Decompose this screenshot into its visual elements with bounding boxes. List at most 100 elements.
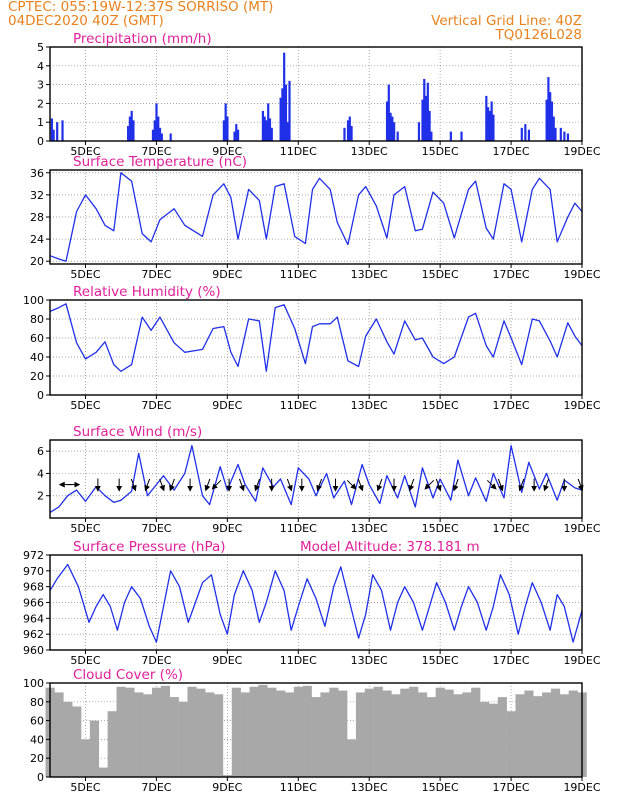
x-tick-label: 9DEC bbox=[212, 268, 242, 281]
rh-panel: 0 20 40 60 80 100 5DEC 7DEC 9DEC 11DEC 13DEC 15DEC 1… bbox=[23, 284, 601, 412]
cloud-bar bbox=[409, 686, 419, 777]
header-grid-note: Vertical Grid Line: 40Z bbox=[431, 13, 582, 29]
precip-bar bbox=[460, 131, 463, 141]
x-tick-label: 9DEC bbox=[212, 399, 242, 412]
y-tick-label: 24 bbox=[30, 233, 44, 246]
precip-bar bbox=[155, 103, 158, 141]
precip-bar bbox=[550, 101, 554, 141]
precip-bar bbox=[279, 97, 282, 141]
y-tick-label: 60 bbox=[30, 332, 44, 345]
precip-bar bbox=[485, 95, 488, 141]
cloud-bar bbox=[205, 692, 215, 777]
cloud-bar bbox=[222, 775, 233, 777]
precip-bar bbox=[226, 116, 229, 141]
y-tick-label: 1 bbox=[37, 116, 44, 129]
wind-arrow bbox=[159, 478, 165, 492]
x-tick-label: 13DEC bbox=[351, 268, 388, 281]
y-tick-label: 28 bbox=[30, 211, 44, 224]
pres-frame bbox=[49, 554, 583, 651]
x-tick-label: 15DEC bbox=[422, 654, 459, 667]
x-tick-label: 19DEC bbox=[563, 654, 600, 667]
precip-bar bbox=[56, 122, 59, 141]
precip-bar bbox=[424, 95, 428, 141]
cloud-bar bbox=[160, 685, 170, 777]
precip-bar bbox=[157, 116, 160, 141]
wind-arrow bbox=[238, 478, 245, 492]
cloud-bar bbox=[506, 711, 516, 777]
precip-bar bbox=[151, 129, 155, 141]
precip-bar bbox=[52, 129, 55, 141]
temp-panel: 20 24 28 32 36 5DEC 7DEC 9DEC 11DEC 13DEC 15DEC 17D… bbox=[30, 154, 601, 281]
precip-bar bbox=[158, 127, 162, 141]
x-tick-label: 7DEC bbox=[141, 654, 171, 667]
y-tick-label: 36 bbox=[30, 167, 44, 180]
cloud-bar bbox=[214, 694, 224, 777]
y-tick-label: 2 bbox=[37, 490, 44, 503]
wind-arrow bbox=[169, 478, 175, 492]
wind-arrow bbox=[286, 478, 293, 492]
cloud-bar bbox=[240, 692, 250, 777]
precip-bar bbox=[261, 110, 264, 141]
precip-bar bbox=[268, 118, 272, 141]
x-tick-label: 9DEC bbox=[212, 522, 242, 535]
cloud-bar bbox=[125, 687, 135, 777]
wind-line bbox=[49, 444, 583, 513]
precip-bar bbox=[169, 133, 172, 141]
wind-panel: 2 4 6 5DEC 7DEC 9DEC 11DEC 13DEC 15DEC 17DEC 19DEC… bbox=[37, 424, 601, 535]
y-tick-label: 20 bbox=[30, 370, 44, 383]
precip-bar bbox=[50, 118, 53, 141]
rh-frame bbox=[49, 299, 583, 396]
precip-bar bbox=[283, 52, 286, 141]
y-tick-label: 964 bbox=[23, 612, 44, 625]
precip-bar bbox=[153, 120, 156, 141]
y-tick-label: 968 bbox=[23, 581, 44, 594]
x-tick-label: 15DEC bbox=[422, 268, 459, 281]
x-tick-label: 13DEC bbox=[351, 399, 388, 412]
cloud-frame bbox=[49, 682, 583, 778]
x-tick-label: 15DEC bbox=[422, 145, 459, 158]
precip-bar bbox=[549, 92, 552, 141]
x-tick-label: 15DEC bbox=[422, 781, 459, 794]
precip-bar bbox=[387, 84, 390, 141]
cloud-bar bbox=[284, 692, 295, 777]
y-tick-label: 40 bbox=[30, 351, 44, 364]
precip-bar bbox=[426, 82, 429, 141]
precip-bar bbox=[385, 101, 389, 141]
cloud-bar bbox=[231, 687, 241, 777]
cloud-bar bbox=[524, 690, 534, 777]
cloud-bar bbox=[355, 692, 366, 777]
wind-arrow bbox=[497, 478, 504, 492]
precip-bar bbox=[391, 116, 394, 141]
precip-bar bbox=[430, 131, 433, 141]
y-tick-label: 960 bbox=[23, 644, 44, 657]
cloud-bar bbox=[267, 687, 277, 777]
wind-arrow bbox=[346, 479, 357, 490]
cloud-bar bbox=[89, 720, 100, 777]
precip-bar bbox=[487, 107, 490, 141]
precip-bar bbox=[428, 110, 431, 141]
y-tick-label: 80 bbox=[30, 696, 44, 709]
cloud-bar bbox=[347, 739, 357, 777]
precip-bar bbox=[281, 88, 284, 141]
cloud-bar bbox=[568, 690, 578, 777]
cloud-bar bbox=[373, 686, 383, 777]
y-tick-label: 80 bbox=[30, 313, 44, 326]
cloud-bar bbox=[329, 687, 339, 777]
precip-bar bbox=[563, 131, 566, 141]
x-tick-label: 13DEC bbox=[351, 654, 388, 667]
y-tick-label: 972 bbox=[23, 549, 44, 562]
x-tick-label: 7DEC bbox=[141, 522, 171, 535]
cloud-bar bbox=[471, 687, 481, 777]
pres-line bbox=[49, 563, 583, 643]
y-tick-label: 3 bbox=[37, 79, 44, 92]
precip-bar bbox=[554, 127, 557, 141]
precip-bar bbox=[233, 131, 236, 141]
header-date: 04DEC2020 40Z (GMT) bbox=[8, 13, 164, 29]
x-tick-label: 9DEC bbox=[212, 654, 242, 667]
precip-bar bbox=[346, 120, 350, 141]
x-tick-label: 7DEC bbox=[141, 145, 171, 158]
precip-panel: 0 1 2 3 4 5 5DEC 7DEC 9DEC 11DEC 13DEC 15DEC 17DEC 19… bbox=[37, 31, 601, 158]
x-tick-label: 11DEC bbox=[280, 268, 317, 281]
cloud-bar bbox=[559, 694, 569, 777]
